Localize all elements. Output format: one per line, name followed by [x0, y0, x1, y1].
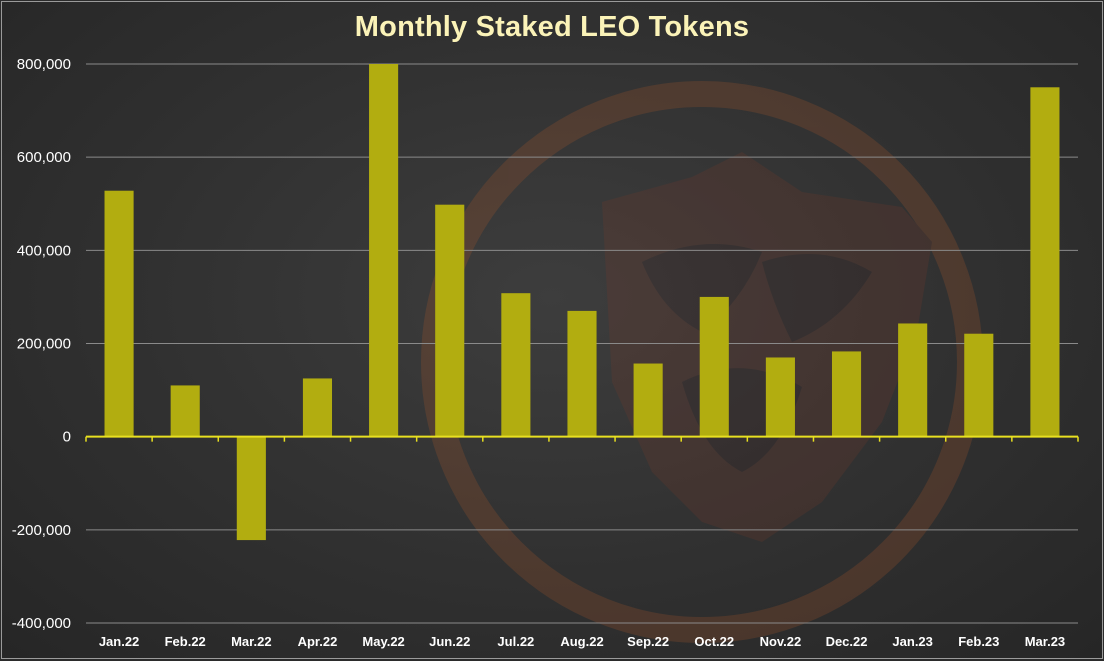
x-tick-label: Aug.22: [560, 634, 603, 649]
x-tick-label: Oct.22: [694, 634, 734, 649]
y-tick-label: 800,000: [17, 56, 71, 73]
bar: [369, 64, 399, 437]
bar: [898, 323, 928, 437]
x-tick-label: Dec.22: [826, 634, 868, 649]
chart-title: Monthly Staked LEO Tokens: [354, 11, 750, 43]
x-tick-label: Jun.22: [429, 634, 470, 649]
bar: [567, 310, 597, 437]
x-tick-label: May.22: [362, 634, 404, 649]
x-tick-label: Mar.23: [1025, 634, 1065, 649]
bar: [302, 378, 333, 437]
x-tick-label: Jan.23: [892, 634, 932, 649]
bar: [501, 293, 531, 437]
bar: [1030, 87, 1060, 437]
x-tick-label: Mar.22: [231, 634, 271, 649]
x-tick-label: Feb.22: [165, 634, 206, 649]
bar: [170, 385, 200, 437]
y-tick-label: 600,000: [17, 149, 71, 166]
y-tick-label: 0: [63, 429, 71, 446]
y-tick-label: 400,000: [17, 242, 71, 259]
bar: [964, 333, 994, 437]
x-tick-label: Nov.22: [760, 634, 802, 649]
bar: [831, 351, 862, 437]
y-tick-label: 200,000: [17, 336, 71, 353]
y-tick-label: -200,000: [12, 522, 71, 539]
x-tick-label: Jan.22: [99, 634, 139, 649]
bar: [435, 204, 465, 437]
y-tick-label: -400,000: [12, 615, 71, 632]
bar: [104, 190, 134, 437]
x-tick-label: Feb.23: [958, 634, 999, 649]
x-tick-label: Apr.22: [298, 634, 338, 649]
bar: [765, 357, 795, 437]
leo-lion-shield-icon: [421, 81, 983, 643]
x-tick-label: Sep.22: [627, 634, 669, 649]
x-tick-label: Jul.22: [497, 634, 534, 649]
bar: [633, 363, 663, 437]
bar: [236, 436, 266, 541]
bar: [699, 296, 729, 437]
